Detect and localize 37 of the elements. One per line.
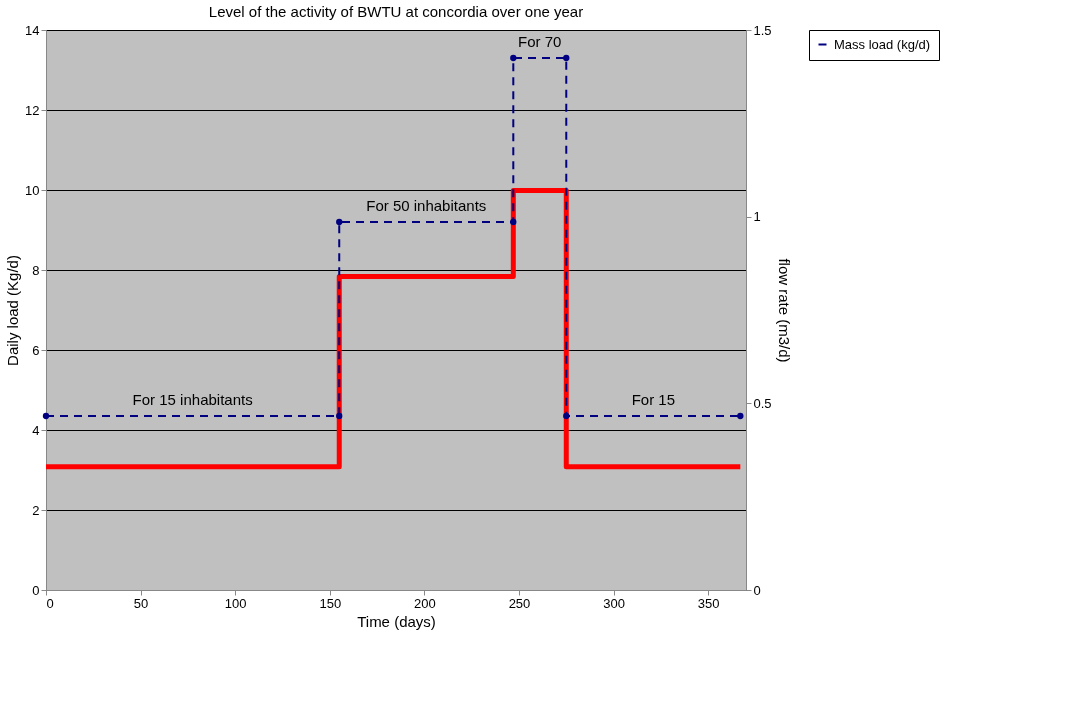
x-tick-label: 350: [697, 595, 720, 611]
y-tick-label: 2: [32, 502, 40, 518]
y-tick-label: 8: [32, 262, 40, 278]
chart-title: Level of the activity of BWTU at concordia over one year: [208, 3, 584, 20]
y-axis-title: Daily load (Kg/d): [4, 255, 22, 366]
point: [737, 412, 744, 420]
y2-tick-label: 1: [753, 209, 761, 225]
point: [42, 412, 50, 420]
annotation: For 50 inhabitants: [366, 197, 487, 214]
x-tick-label: 100: [224, 595, 247, 611]
y2-tick-label: 0.5: [753, 395, 772, 411]
x-tick-label: 0: [46, 595, 54, 611]
x-tick-label: 250: [508, 595, 531, 611]
point: [510, 218, 517, 226]
annotation: For 15 inhabitants: [132, 391, 253, 408]
y-tick-label: 14: [25, 22, 40, 38]
y-tick-label: 12: [25, 102, 40, 118]
x-tick-label: 150: [319, 595, 342, 611]
point: [563, 54, 570, 62]
x-axis-title: Time (days): [357, 612, 436, 630]
annotation: For 15: [631, 391, 675, 408]
x-tick-label: 300: [603, 595, 625, 611]
point: [510, 54, 517, 62]
y-tick-label: 6: [32, 342, 40, 358]
x-tick-label: 200: [414, 595, 436, 611]
y2-tick-label: 0: [753, 582, 761, 598]
point: [336, 218, 343, 226]
annotation: For 70: [518, 33, 562, 50]
y-tick-label: 4: [32, 422, 40, 438]
point: [563, 412, 570, 420]
y-tick-label: 10: [25, 182, 40, 198]
point: [336, 412, 343, 420]
x-tick-label: 50: [133, 595, 149, 611]
y-tick-label: 0: [32, 582, 40, 598]
y2-axis-title: flow rate (m3/d): [775, 258, 793, 363]
legend-label: Mass load (kg/d): [834, 36, 931, 52]
y2-tick-label: 1.5: [753, 22, 772, 38]
